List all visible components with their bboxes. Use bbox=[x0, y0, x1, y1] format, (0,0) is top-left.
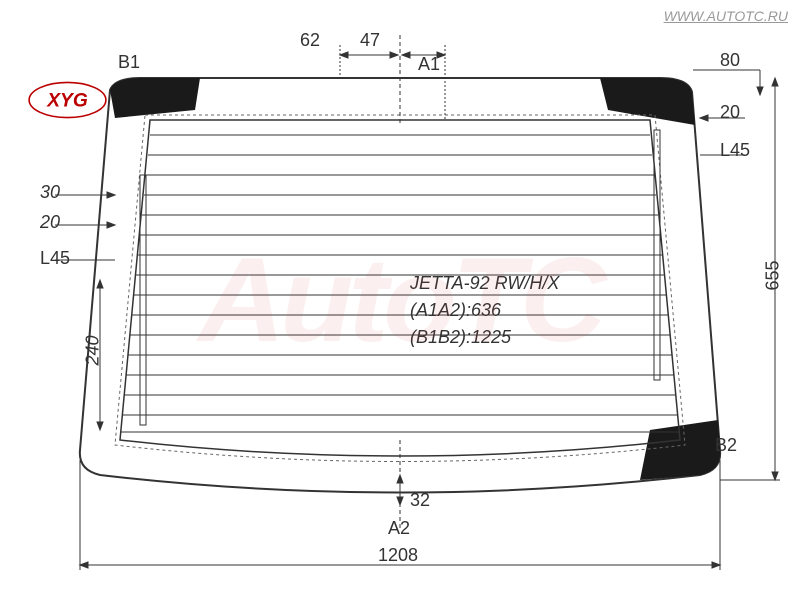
label-b1: B1 bbox=[118, 52, 140, 73]
spec-line1: JETTA-92 RW/H/X bbox=[410, 270, 559, 297]
watermark-url: WWW.AUTOTC.RU bbox=[664, 8, 788, 24]
spec-line2: (A1A2):636 bbox=[410, 297, 559, 324]
label-d1208: 1208 bbox=[378, 545, 418, 566]
outer-contour bbox=[80, 78, 720, 493]
label-d20-left: 20 bbox=[40, 212, 60, 233]
label-l45-left: L45 bbox=[40, 248, 70, 269]
label-d20-top: 20 bbox=[720, 102, 740, 123]
label-d655: 655 bbox=[763, 260, 784, 290]
heater-lines bbox=[121, 135, 679, 432]
label-l45-top: L45 bbox=[720, 140, 750, 161]
brand-logo: XYG bbox=[25, 80, 110, 120]
inner-contour bbox=[120, 120, 680, 456]
label-d80: 80 bbox=[720, 50, 740, 71]
label-d47: 47 bbox=[360, 30, 380, 51]
label-d240: 240 bbox=[83, 335, 104, 365]
corner-top-right bbox=[600, 78, 695, 125]
label-d32: 32 bbox=[410, 490, 430, 511]
label-a2: A2 bbox=[388, 518, 410, 539]
label-d62: 62 bbox=[300, 30, 320, 51]
corner-top-left bbox=[110, 78, 200, 118]
svg-text:XYG: XYG bbox=[46, 90, 88, 111]
label-d30: 30 bbox=[40, 182, 60, 203]
label-b2: B2 bbox=[715, 435, 737, 456]
corner-bottom-right bbox=[640, 420, 720, 480]
technical-diagram bbox=[0, 0, 800, 600]
inner-dotted bbox=[115, 115, 685, 462]
spec-line3: (B1B2):1225 bbox=[410, 324, 559, 351]
label-a1: A1 bbox=[418, 54, 440, 75]
center-spec-text: JETTA-92 RW/H/X (A1A2):636 (B1B2):1225 bbox=[410, 270, 559, 351]
